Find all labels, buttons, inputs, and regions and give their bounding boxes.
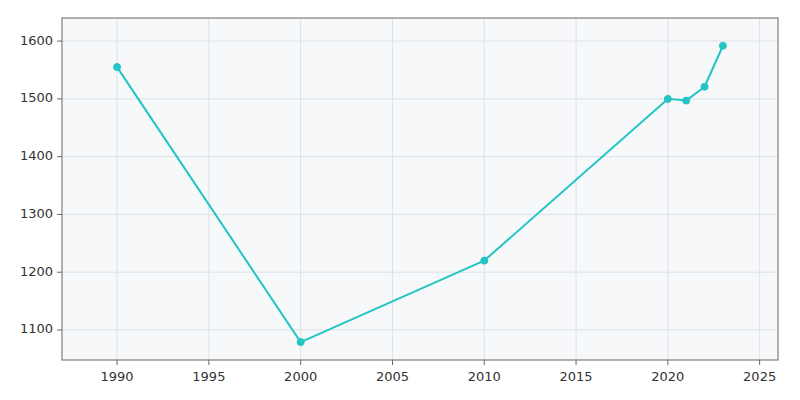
y-grid-line [62,156,778,157]
y-tick-label: 1600 [20,33,53,48]
x-tick [208,360,209,365]
y-tick [57,214,62,215]
y-tick-label: 1400 [20,148,53,163]
axes: 1990 1995 2000 2005 2010 2015 2020 2025 1100 1200… [20,18,778,384]
y-tick-label: 1500 [20,90,53,105]
point [683,97,690,104]
x-grid-line [208,18,209,360]
x-tick [667,360,668,365]
point [701,83,708,90]
y-tick [57,98,62,99]
grid [62,18,778,360]
x-tick-label: 2000 [284,369,317,384]
line [117,46,723,342]
y-grid-line [62,329,778,330]
x-tick-label: 2010 [468,369,501,384]
x-grid-line [300,18,301,360]
x-tick [300,360,301,365]
series [114,42,727,345]
x-grid-line [576,18,577,360]
point [664,95,671,102]
point [114,64,121,71]
x-tick [576,360,577,365]
x-tick [759,360,760,365]
y-tick [57,329,62,330]
y-tick [57,272,62,273]
y-tick-label: 1300 [20,206,53,221]
x-grid-line [484,18,485,360]
x-tick-label: 1995 [192,369,225,384]
y-grid-line [62,272,778,273]
plot-frame [62,18,778,360]
x-tick-label: 2025 [743,369,776,384]
chart: 1990 1995 2000 2005 2010 2015 2020 2025 1100 1200… [0,0,800,400]
x-grid-line [667,18,668,360]
chart-container: 1990 1995 2000 2005 2010 2015 2020 2025 1100 1200… [0,0,800,400]
x-tick-label: 2015 [560,369,593,384]
y-grid-line [62,41,778,42]
x-tick [117,360,118,365]
plot-background [62,18,778,360]
x-grid-line [759,18,760,360]
x-tick [484,360,485,365]
point [719,42,726,49]
y-grid-line [62,214,778,215]
point [481,257,488,264]
y-tick [57,156,62,157]
x-tick-label: 2005 [376,369,409,384]
x-grid-line [392,18,393,360]
y-tick [57,41,62,42]
x-tick-label: 2020 [651,369,684,384]
x-tick-label: 1990 [101,369,134,384]
point [297,339,304,346]
y-tick-label: 1100 [20,321,53,336]
x-tick [392,360,393,365]
y-tick-label: 1200 [20,264,53,279]
